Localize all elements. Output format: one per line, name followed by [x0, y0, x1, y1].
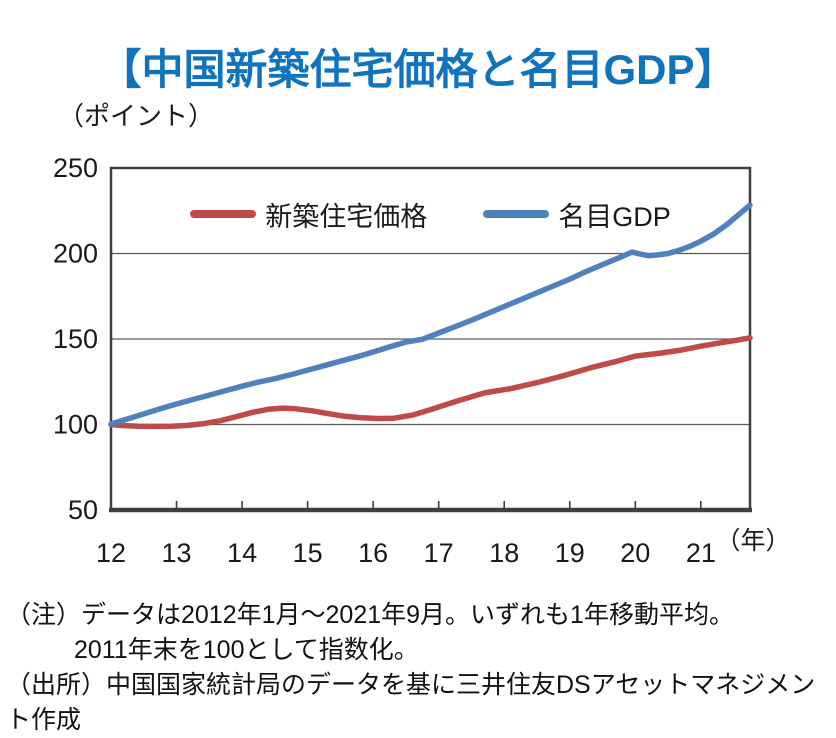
x-axis-unit-label: （年）	[715, 527, 790, 555]
chart-legend: 新築住宅価格 名目GDP	[111, 194, 750, 234]
source-line: （出所）中国国家統計局のデータを基に三井住友DSアセットマネジメント作成	[6, 671, 816, 734]
gdp-line-swatch	[483, 210, 550, 218]
x-tick-label: 19	[555, 538, 585, 568]
y-tick-label: 50	[68, 495, 98, 525]
x-tick-label: 20	[620, 538, 650, 568]
nominal-gdp-line	[108, 202, 753, 427]
x-tick-label: 16	[358, 538, 388, 568]
legend-label-gdp: 名目GDP	[558, 201, 671, 232]
y-axis-unit-label: （ポイント）	[58, 101, 215, 131]
legend-label-housing: 新築住宅価格	[265, 201, 428, 232]
housing-price-line	[108, 335, 753, 430]
footnotes: （注）データは2012年1月～2021年9月。いずれも1年移動平均。 2011年…	[6, 598, 834, 738]
page-title: 【中国新築住宅価格と名目GDP】	[99, 46, 737, 94]
y-tick-label: 200	[53, 239, 98, 269]
note-line-2: 2011年末を100として指数化。	[74, 636, 419, 664]
x-tick-label: 14	[227, 538, 257, 568]
y-tick-label: 250	[53, 153, 98, 183]
chart-area: 【中国新築住宅価格と名目GDP】 （ポイント） 50 100 150 200 250 12…	[53, 46, 791, 568]
x-tick-label: 12	[96, 538, 126, 568]
line-chart: 50 100 150 200 250 12 13 14 15 16 17 18 19 20 21 （年）	[53, 153, 791, 568]
legend-item-housing: 新築住宅価格	[190, 195, 427, 234]
y-tick-label: 100	[53, 410, 98, 440]
x-tick-label: 17	[424, 538, 454, 568]
x-tick-label: 15	[293, 538, 323, 568]
legend-item-gdp: 名目GDP	[483, 195, 671, 234]
y-tick-label: 150	[53, 324, 98, 354]
x-tick-label: 18	[489, 538, 519, 568]
housing-line-swatch	[190, 210, 257, 218]
x-tick-label: 21	[686, 538, 716, 568]
x-tick-label: 13	[162, 538, 192, 568]
note-line-1: （注）データは2012年1月～2021年9月。いずれも1年移動平均。	[6, 601, 734, 629]
